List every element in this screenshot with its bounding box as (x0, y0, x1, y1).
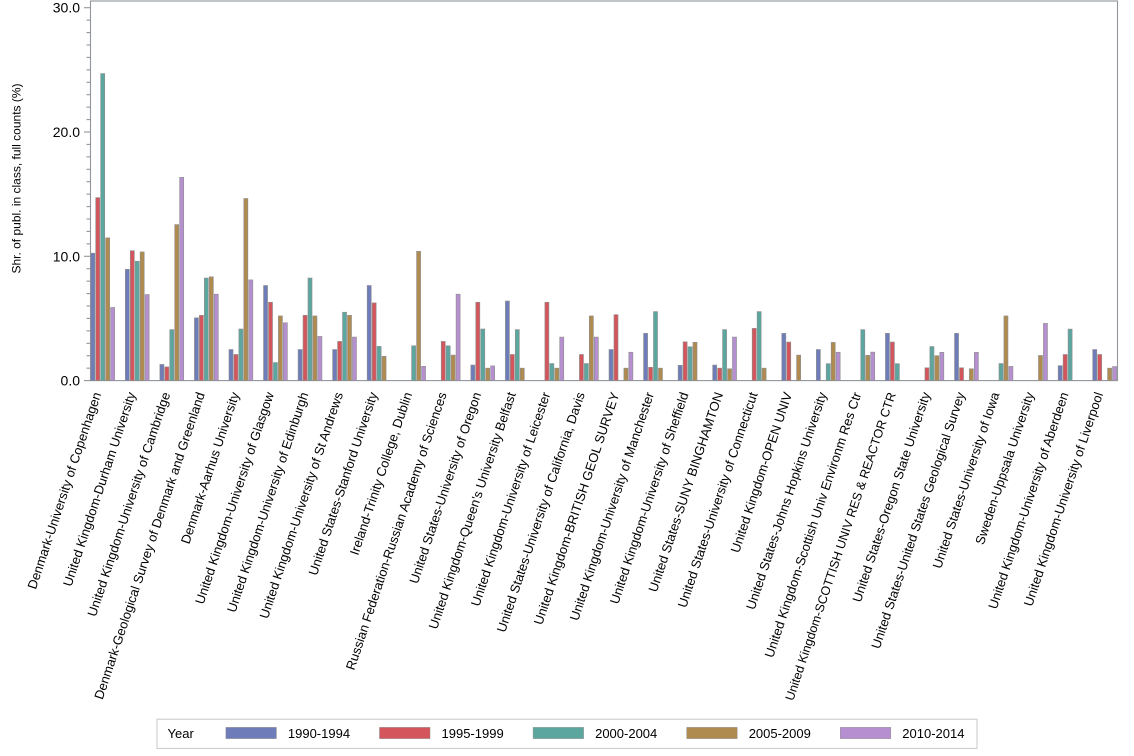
svg-text:1990-1994: 1990-1994 (288, 726, 350, 741)
svg-text:10.0: 10.0 (53, 248, 80, 264)
svg-text:0.0: 0.0 (61, 373, 81, 389)
svg-text:2000-2004: 2000-2004 (595, 726, 657, 741)
svg-text:Year: Year (168, 726, 195, 741)
svg-text:30.0: 30.0 (53, 0, 80, 16)
svg-text:20.0: 20.0 (53, 124, 80, 140)
svg-text:2005-2009: 2005-2009 (749, 726, 811, 741)
svg-text:2010-2014: 2010-2014 (902, 726, 964, 741)
svg-text:Shr. of publ. in class, full c: Shr. of publ. in class, full counts (%) (10, 83, 24, 273)
svg-text:1995-1999: 1995-1999 (442, 726, 504, 741)
